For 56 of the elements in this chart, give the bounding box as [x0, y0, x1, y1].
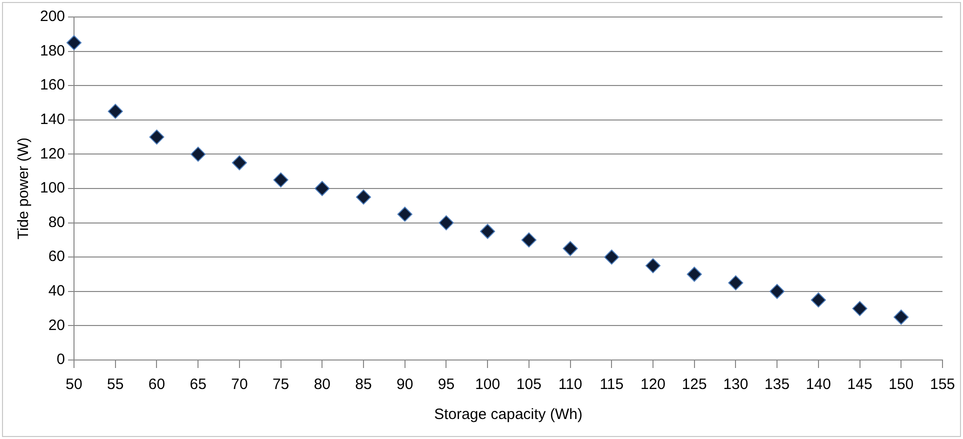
- x-tick-label: 110: [558, 376, 582, 394]
- y-tick-label: 160: [40, 76, 66, 94]
- y-tick-label: 180: [40, 42, 66, 60]
- point: [66, 35, 82, 50]
- x-tick-label: 60: [148, 376, 166, 394]
- point: [356, 190, 372, 205]
- x-tick-label: 130: [723, 376, 748, 394]
- x-tick-label: 150: [888, 376, 914, 394]
- x-tick-label: 95: [438, 376, 455, 394]
- x-tick-label: 115: [600, 376, 624, 394]
- x-tick-label: 85: [355, 376, 372, 394]
- x-tick-label: 90: [396, 376, 414, 394]
- point: [314, 181, 330, 196]
- x-tick-label: 100: [475, 376, 500, 394]
- y-tick-label: 200: [40, 8, 66, 26]
- x-tick-label: 120: [640, 376, 666, 394]
- point: [646, 258, 660, 274]
- point: [894, 310, 909, 325]
- y-tick-label: 60: [48, 248, 66, 266]
- y-tick-label: 140: [40, 111, 66, 128]
- point: [770, 284, 785, 299]
- point: [232, 155, 247, 170]
- point: [397, 206, 412, 222]
- y-tick-label: 40: [48, 282, 66, 300]
- point: [686, 266, 702, 282]
- x-tick-label: 65: [190, 376, 206, 394]
- point: [810, 292, 826, 308]
- point: [604, 250, 620, 265]
- point: [562, 241, 578, 256]
- x-tick-label: 75: [272, 376, 290, 394]
- point: [273, 172, 288, 188]
- point: [108, 104, 123, 119]
- x-tick-label: 50: [66, 376, 82, 394]
- point: [190, 146, 206, 162]
- y-tick-label: 120: [40, 145, 66, 162]
- point: [149, 130, 164, 145]
- x-tick-label: 145: [847, 376, 872, 394]
- x-tick-label: 135: [764, 376, 790, 394]
- y-tick-label: 0: [56, 351, 66, 368]
- x-tick-label: 140: [806, 376, 831, 394]
- point: [852, 301, 868, 316]
- point: [521, 232, 536, 248]
- x-axis-title: Storage capacity (Wh): [434, 406, 582, 424]
- point: [480, 224, 496, 239]
- y-tick-label: 80: [48, 214, 66, 231]
- x-tick-label: 155: [930, 376, 955, 394]
- x-tick-label: 105: [516, 376, 542, 394]
- y-tick-label: 20: [48, 316, 66, 334]
- x-tick-label: 70: [231, 376, 248, 394]
- y-tick-label: 100: [40, 180, 66, 197]
- point: [728, 275, 744, 290]
- y-axis-title: Tide power (W): [15, 138, 32, 240]
- x-tick-label: 125: [682, 376, 707, 394]
- x-tick-label: 55: [107, 376, 124, 394]
- x-tick-label: 80: [314, 376, 330, 394]
- point: [438, 215, 454, 230]
